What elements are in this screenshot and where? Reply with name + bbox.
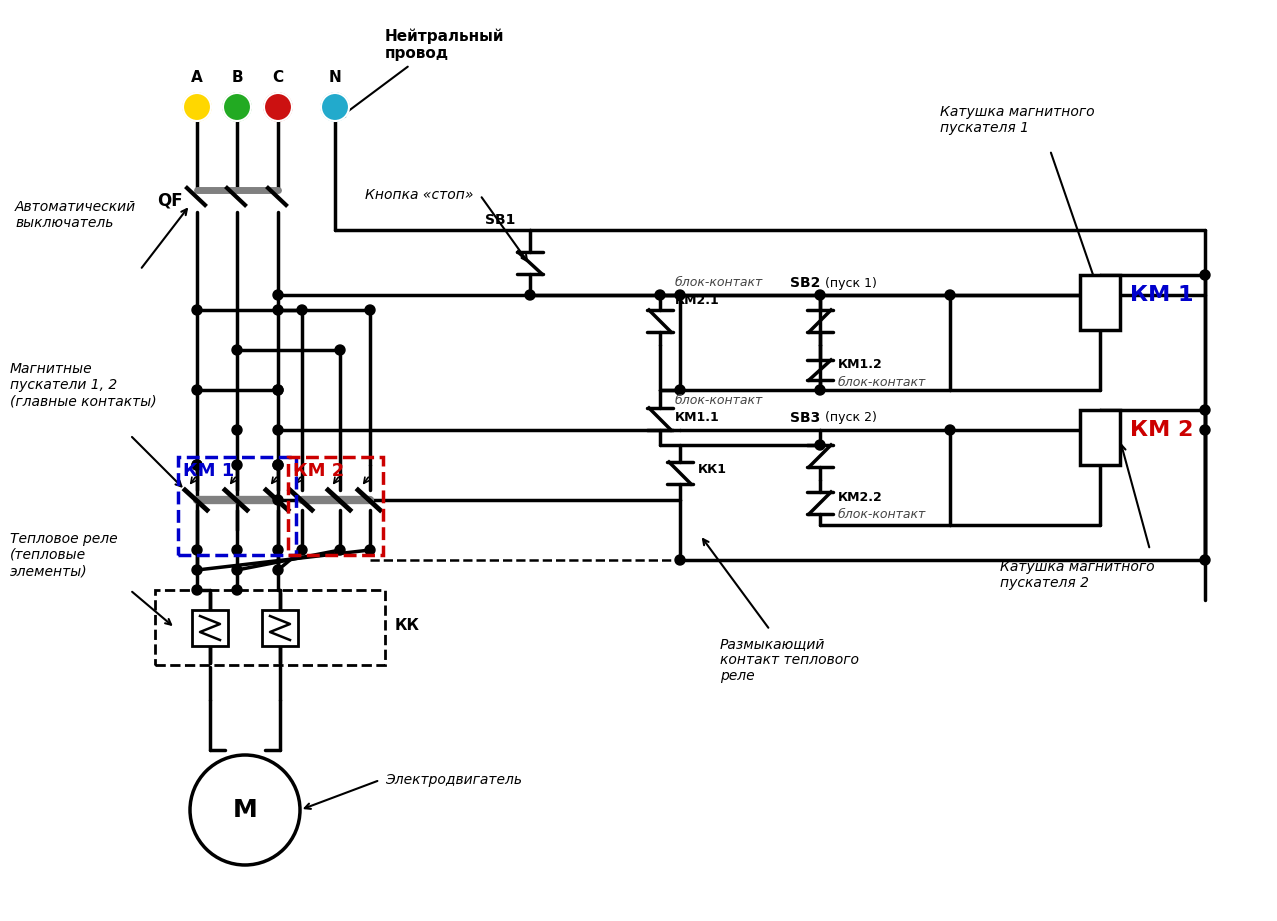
Circle shape <box>335 545 345 555</box>
Circle shape <box>655 290 665 300</box>
Circle shape <box>335 345 345 355</box>
Circle shape <box>192 585 202 595</box>
Text: Размыкающий
контакт теплового
реле: Размыкающий контакт теплового реле <box>720 636 859 683</box>
Circle shape <box>192 545 202 555</box>
Circle shape <box>264 93 292 121</box>
Bar <box>178 457 296 555</box>
Text: QF: QF <box>157 191 183 209</box>
Text: Тепловое реле
(тепловые
элементы): Тепловое реле (тепловые элементы) <box>10 531 117 578</box>
Text: КМ 1: КМ 1 <box>183 462 234 480</box>
Circle shape <box>232 425 243 435</box>
Text: Магнитные
пускатели 1, 2
(главные контакты): Магнитные пускатели 1, 2 (главные контак… <box>10 362 157 408</box>
Circle shape <box>273 385 283 395</box>
Text: блок-контакт: блок-контакт <box>838 376 926 389</box>
Circle shape <box>192 460 202 470</box>
Text: блок-контакт: блок-контакт <box>838 508 926 521</box>
Text: КМ 2: КМ 2 <box>292 462 345 480</box>
Text: КМ2.1: КМ2.1 <box>676 294 720 307</box>
Circle shape <box>273 385 283 395</box>
Text: КМ1.2: КМ1.2 <box>838 358 882 371</box>
Circle shape <box>298 305 306 315</box>
Circle shape <box>192 385 202 395</box>
Text: Электродвигатель: Электродвигатель <box>384 773 522 787</box>
Circle shape <box>365 305 375 315</box>
Text: A: A <box>192 70 203 85</box>
Text: Нейтральный
провод: Нейтральный провод <box>384 29 504 62</box>
Text: SB1: SB1 <box>485 213 515 227</box>
Circle shape <box>365 545 375 555</box>
Text: SB3: SB3 <box>790 411 820 425</box>
Bar <box>1080 275 1120 330</box>
Circle shape <box>273 425 283 435</box>
Bar <box>1080 410 1120 465</box>
Circle shape <box>321 93 349 121</box>
Text: SB2: SB2 <box>790 276 820 290</box>
Text: блок-контакт: блок-контакт <box>676 393 764 406</box>
Circle shape <box>1200 405 1211 415</box>
Text: M: M <box>232 798 258 822</box>
Text: Катушка магнитного
пускателя 1: Катушка магнитного пускателя 1 <box>940 105 1094 135</box>
Circle shape <box>232 545 243 555</box>
Circle shape <box>298 545 306 555</box>
Text: (пуск 1): (пуск 1) <box>825 276 877 289</box>
Circle shape <box>1200 270 1211 280</box>
Text: КК1: КК1 <box>699 463 727 476</box>
Text: КМ 2: КМ 2 <box>1130 420 1194 440</box>
Circle shape <box>223 93 252 121</box>
Circle shape <box>1200 555 1211 565</box>
Circle shape <box>190 755 300 865</box>
Circle shape <box>1200 425 1211 435</box>
Text: Автоматический
выключатель: Автоматический выключатель <box>15 200 137 230</box>
Text: (пуск 2): (пуск 2) <box>825 412 877 425</box>
Circle shape <box>273 565 283 575</box>
Circle shape <box>815 385 825 395</box>
Circle shape <box>192 565 202 575</box>
Circle shape <box>676 385 684 395</box>
Circle shape <box>192 305 202 315</box>
Bar <box>155 590 384 665</box>
Circle shape <box>273 460 283 470</box>
Bar <box>192 610 229 646</box>
Circle shape <box>232 565 243 575</box>
Text: N: N <box>328 70 341 85</box>
Circle shape <box>815 440 825 450</box>
Circle shape <box>183 93 211 121</box>
Circle shape <box>273 290 283 300</box>
Circle shape <box>676 290 684 300</box>
Circle shape <box>945 425 955 435</box>
Circle shape <box>273 460 283 470</box>
Circle shape <box>525 290 535 300</box>
Circle shape <box>232 345 243 355</box>
Text: КМ1.1: КМ1.1 <box>676 412 720 425</box>
Circle shape <box>676 555 684 565</box>
Circle shape <box>232 460 243 470</box>
Text: КМ2.2: КМ2.2 <box>838 492 882 505</box>
Circle shape <box>273 305 283 315</box>
Text: Кнопка «стоп»: Кнопка «стоп» <box>365 188 474 202</box>
Text: КК: КК <box>395 617 420 633</box>
Circle shape <box>815 290 825 300</box>
Text: КМ 1: КМ 1 <box>1130 285 1194 305</box>
Text: блок-контакт: блок-контакт <box>676 276 764 289</box>
Text: B: B <box>231 70 243 85</box>
Bar <box>262 610 298 646</box>
Circle shape <box>945 290 955 300</box>
Circle shape <box>232 585 243 595</box>
Bar <box>289 457 383 555</box>
Circle shape <box>273 495 283 505</box>
Text: Катушка магнитного
пускателя 2: Катушка магнитного пускателя 2 <box>1000 560 1154 590</box>
Text: C: C <box>272 70 283 85</box>
Circle shape <box>192 460 202 470</box>
Circle shape <box>273 545 283 555</box>
